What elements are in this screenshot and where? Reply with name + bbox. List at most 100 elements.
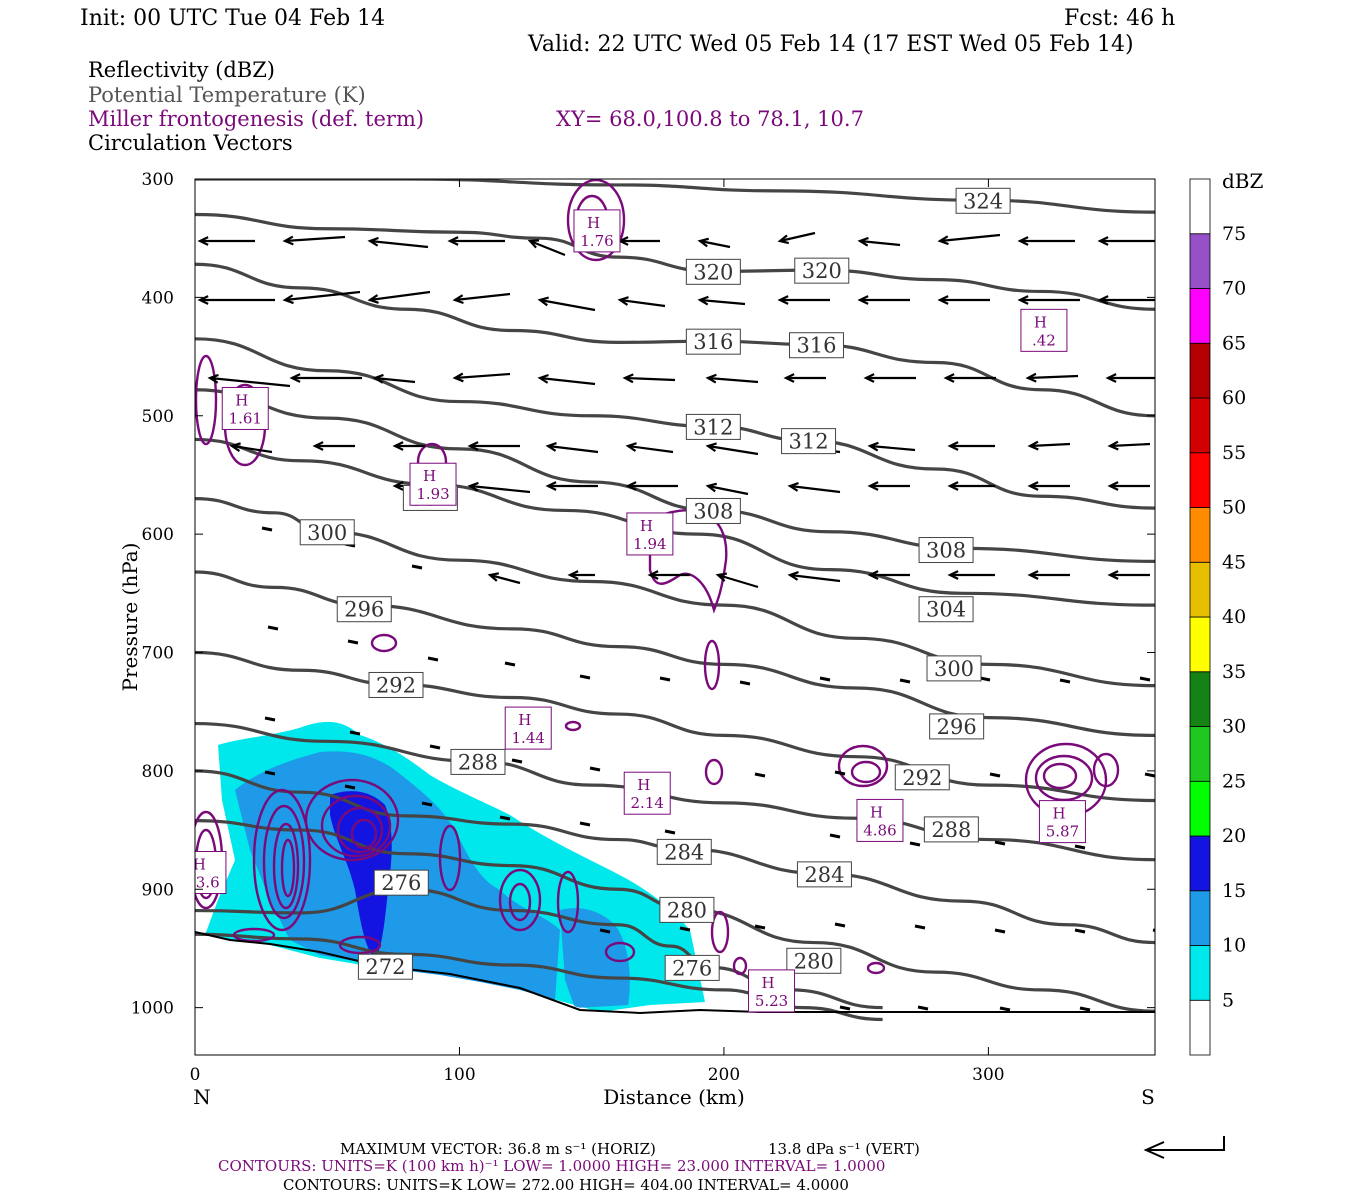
vector-arrow [705, 482, 749, 496]
theta-contour-320 [195, 212, 1155, 311]
vector-stub [819, 676, 831, 682]
colorbar-swatch [1189, 780, 1211, 837]
fronto-contour-info: CONTOURS: UNITS=K (100 km h)⁻¹ LOW= 1.00… [218, 1157, 885, 1175]
svg-text:308: 308 [693, 499, 733, 523]
vector-arrow [947, 570, 995, 580]
colorbar-level: 65 [1222, 332, 1246, 354]
svg-text:324: 324 [963, 189, 1003, 213]
colorbar-level: 35 [1222, 661, 1246, 683]
fronto-max-value: 1.94 [633, 535, 666, 553]
frontogenesis-maxima: H1.76H.42H1.61H1.93H1.94H1.44H2.14H4.86H… [186, 209, 1086, 1013]
fronto-max-value: 1.61 [229, 409, 262, 427]
vector-arrow [943, 373, 996, 383]
vector-arrow [545, 481, 598, 491]
vector-arrow [937, 233, 1001, 246]
fronto-max-1: H.42 [1020, 308, 1068, 352]
vector-arrow [367, 290, 431, 304]
vector-arrow [467, 481, 531, 494]
svg-text:292: 292 [376, 673, 416, 697]
colorbar-level: 75 [1222, 223, 1246, 245]
vector-stub [267, 625, 279, 631]
colorbar-swatch [1189, 507, 1211, 563]
theta-label-296-1: 296 [929, 713, 985, 740]
colorbar-swatch [1189, 616, 1211, 673]
vector-arrow [197, 295, 275, 305]
fronto-max-value: 5.87 [1046, 823, 1079, 841]
theta-label-308-1: 308 [918, 537, 974, 564]
colorbar-swatch [1189, 397, 1211, 454]
fronto-max-value: .42 [1032, 331, 1056, 349]
vector-stub [834, 770, 846, 776]
fronto-max-letter: H [235, 391, 248, 409]
vector-arrow [1027, 440, 1071, 451]
vector-stub [914, 924, 926, 930]
vector-stub [754, 772, 766, 778]
colorbar-swatch [1189, 671, 1211, 727]
vector-stub [754, 924, 766, 930]
vector-arrow [777, 295, 830, 305]
vector-arrow [207, 373, 291, 388]
fronto-max-5: H1.44 [504, 706, 552, 750]
field-theta: Potential Temperature (K) [88, 83, 366, 107]
theta-label-304-1: 304 [918, 596, 974, 623]
svg-text:288: 288 [458, 750, 498, 774]
vector-stub [504, 661, 516, 667]
vector-arrow [787, 571, 841, 583]
vector-stub [1074, 844, 1086, 850]
theta-label-280-0: 280 [659, 896, 715, 923]
fronto-max-value: 23.6 [186, 874, 219, 892]
theta-contour-312 [195, 337, 1155, 510]
vector-stub [989, 772, 1001, 778]
vector-stub [411, 564, 423, 570]
plot-area: 272 276 276 280 280 284 284 288 288 292 292 296 296 3… [186, 179, 1155, 1055]
vector-stub [589, 766, 601, 772]
vector-stub [917, 1005, 929, 1011]
vector-arrow [622, 373, 676, 384]
fronto-max-letter: H [762, 974, 775, 992]
vector-arrow [647, 570, 690, 580]
theta-label-316-1: 316 [788, 332, 844, 359]
colorbar-swatch [1189, 233, 1211, 289]
vector-stub [979, 676, 991, 682]
colorbar-level: 20 [1222, 825, 1246, 847]
vector-arrow [777, 231, 816, 245]
vector-stub [421, 801, 433, 807]
vector-stub [264, 770, 276, 776]
y-tick-label: 800 [142, 762, 174, 782]
vector-arrow [229, 442, 273, 454]
x-tick-label: 300 [972, 1065, 1004, 1085]
theta-label-292-1: 292 [894, 764, 950, 791]
fronto-max-0: H1.76 [573, 209, 621, 253]
vector-arrow [282, 235, 346, 246]
vector-stub [829, 833, 841, 839]
fronto-max-letter: H [640, 517, 653, 535]
fronto-max-letter: H [870, 803, 883, 821]
fronto-max-value: 5.23 [755, 992, 788, 1010]
theta-label-288-1: 288 [923, 816, 979, 843]
init-time: Init: 00 UTC Tue 04 Feb 14 [80, 6, 385, 31]
colorbar-swatch [1189, 452, 1211, 508]
svg-text:300: 300 [307, 521, 347, 545]
vector-arrow [1107, 440, 1151, 451]
theta-label-300-1: 300 [926, 655, 982, 682]
valid-time: Valid: 22 UTC Wed 05 Feb 14 (17 EST Wed … [527, 32, 1134, 57]
vector-arrow [537, 296, 596, 312]
theta-label-308-0: 308 [685, 497, 741, 524]
vector-arrow [783, 373, 826, 383]
theta-label-288-0: 288 [450, 748, 506, 775]
x-axis: 0 100 200 300 [190, 179, 1005, 1085]
colorbar-level: 25 [1222, 770, 1246, 792]
vector-stub [994, 928, 1006, 934]
plot-frame [194, 178, 1156, 1056]
fronto-max-7: H4.86 [856, 798, 904, 842]
x-tick-label: 100 [443, 1065, 475, 1085]
svg-text:276: 276 [672, 956, 712, 980]
vector-arrow [392, 441, 425, 451]
fronto-max-letter: H [193, 856, 206, 874]
vector-arrow [697, 295, 746, 306]
vector-arrow [867, 441, 916, 452]
max-vector-vertical: 13.8 dPa s⁻¹ (VERT) [768, 1140, 920, 1158]
svg-text:292: 292 [902, 766, 942, 790]
vector-stub [579, 821, 591, 827]
svg-text:296: 296 [344, 598, 384, 622]
